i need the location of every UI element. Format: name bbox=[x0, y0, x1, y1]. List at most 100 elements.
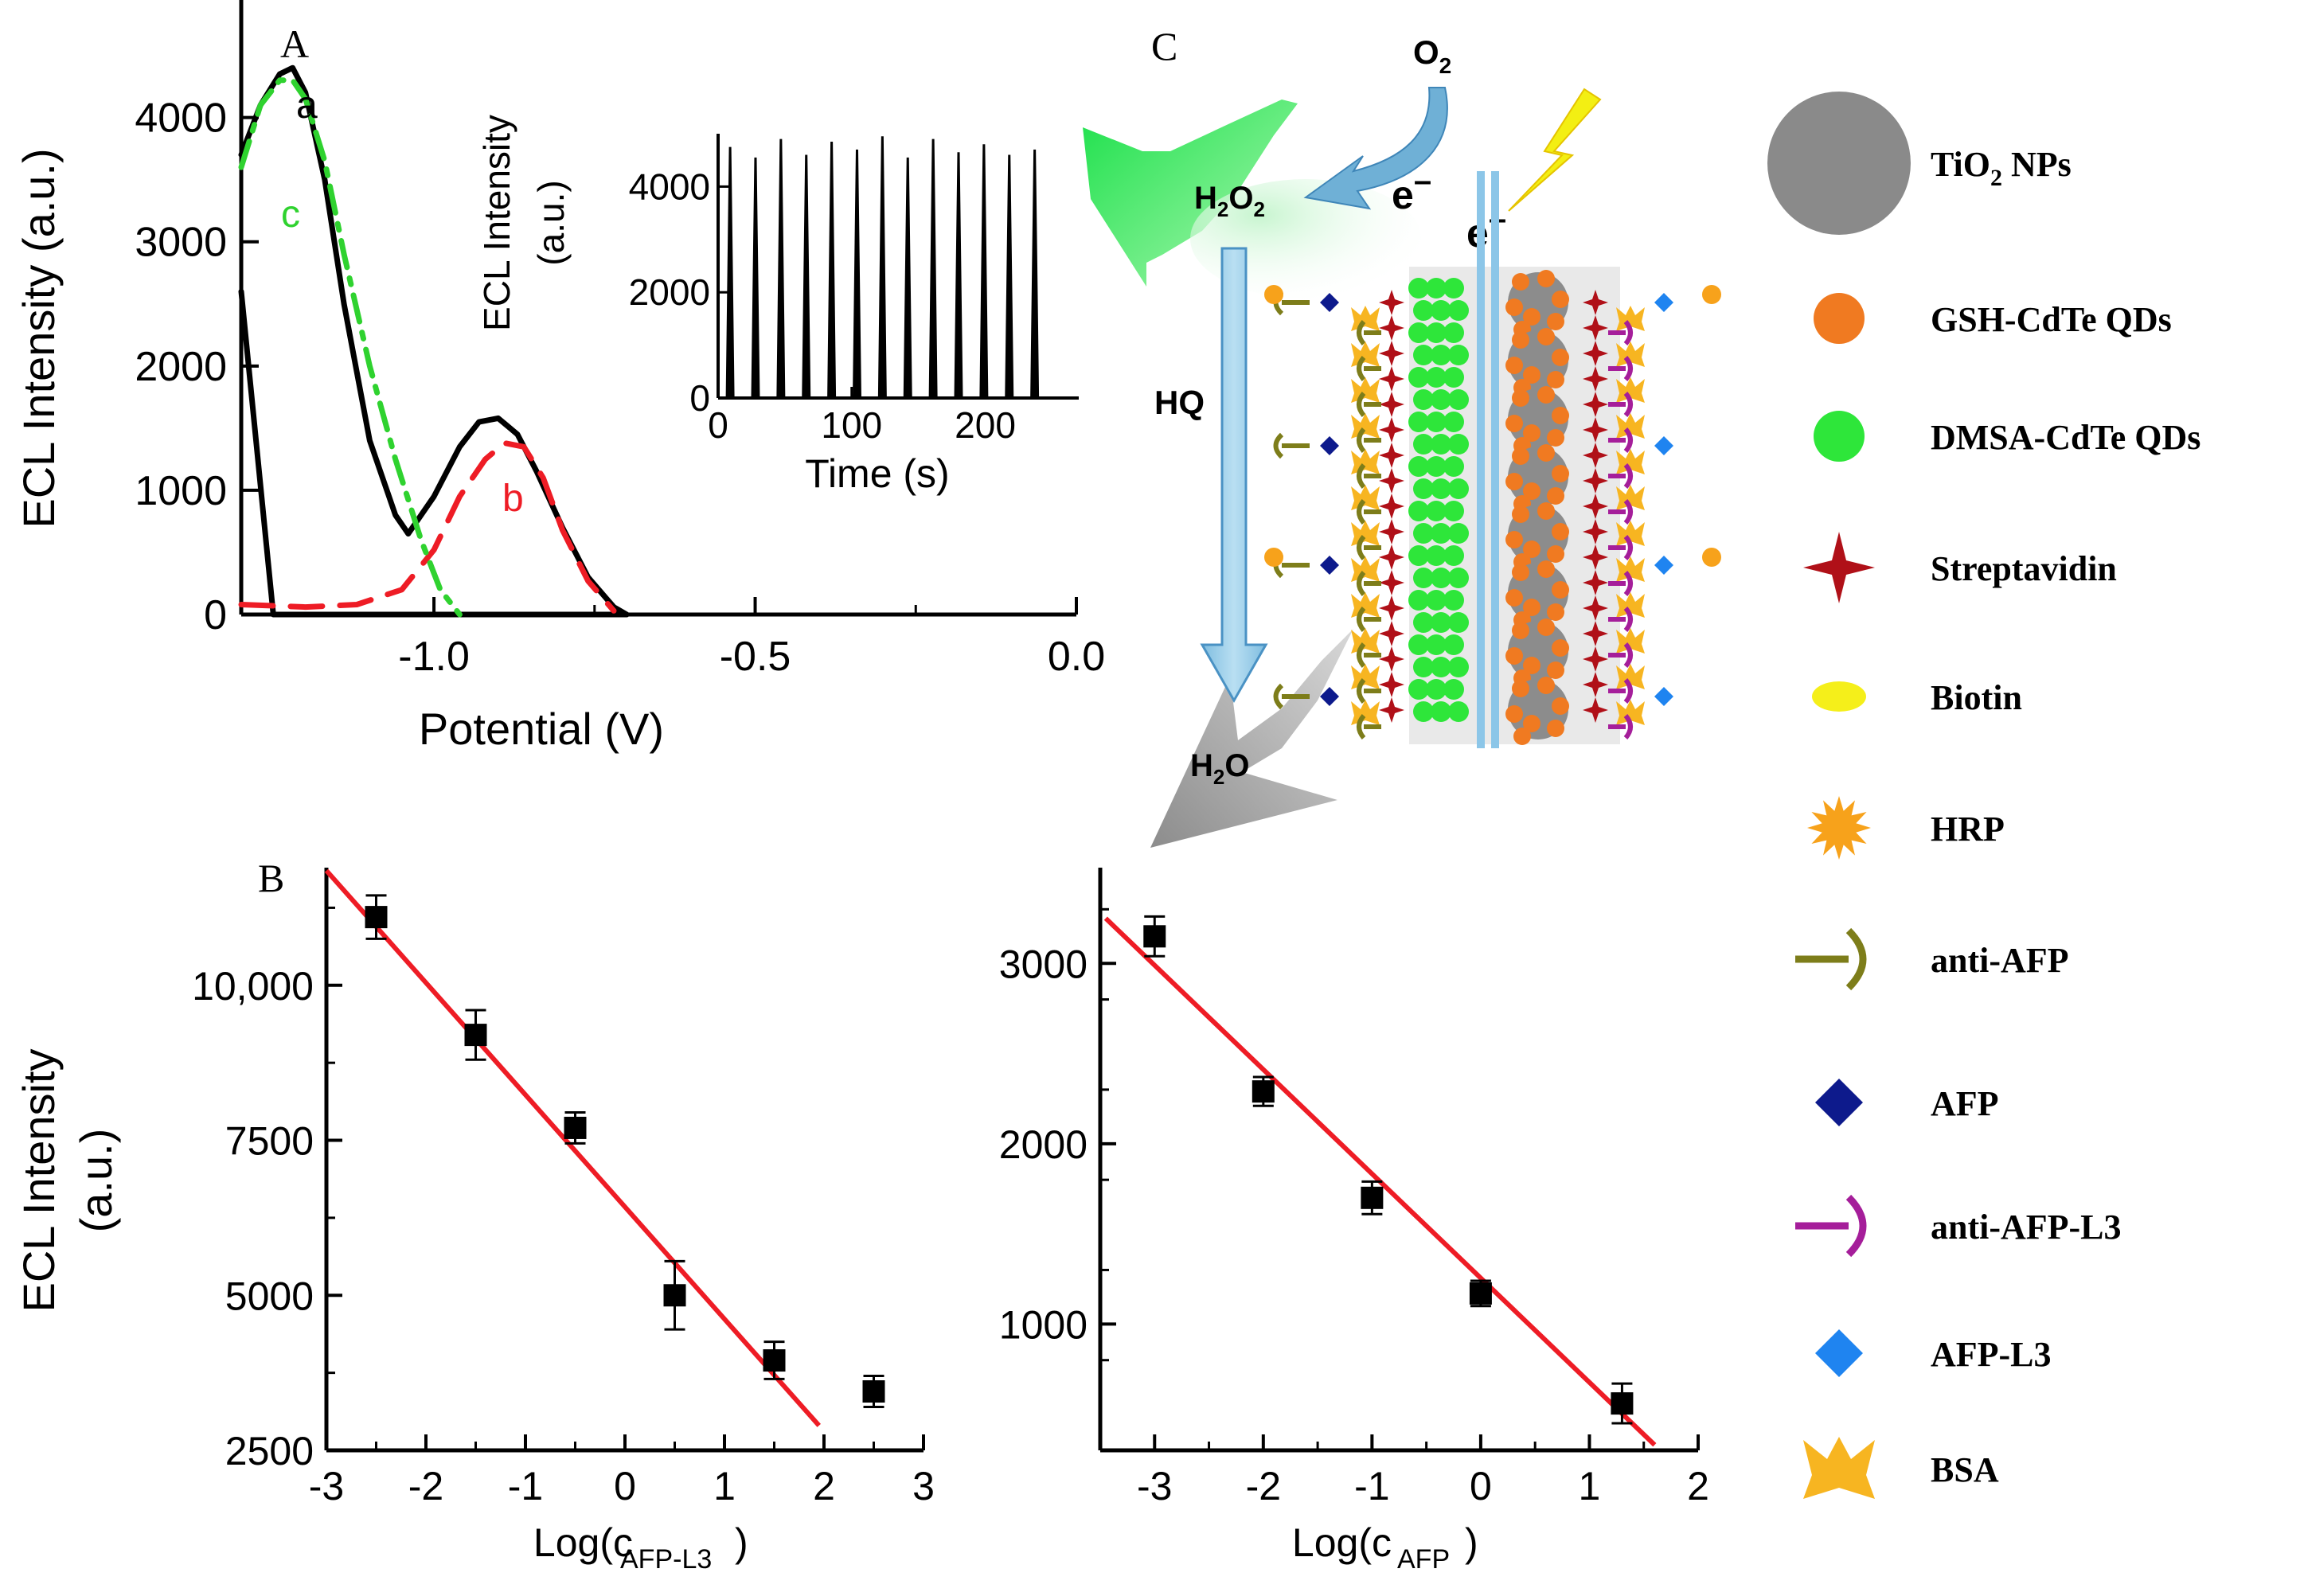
panel-a-ytick-label: 1000 bbox=[135, 468, 227, 514]
antibody-icon bbox=[1357, 463, 1381, 489]
inset-peak bbox=[776, 139, 786, 400]
dmsa-cdte-qd bbox=[1448, 389, 1469, 410]
antibody-icon bbox=[1357, 320, 1381, 345]
streptavidin-icon bbox=[1583, 570, 1608, 595]
dmsa-cdte-qd bbox=[1448, 523, 1469, 544]
dmsa-cdte-qd bbox=[1443, 679, 1464, 700]
antibody-icon bbox=[1608, 678, 1633, 704]
down-arrow-icon bbox=[1200, 247, 1268, 704]
bsa-icon bbox=[1616, 628, 1645, 654]
panel-b-right-chart: -3 -2 -1 0 1 2 1000 2000 3000 Log(c AFP ) bbox=[999, 868, 1709, 1575]
panel-b-right-data bbox=[1103, 915, 1657, 1447]
bsa-icon bbox=[1351, 700, 1380, 725]
hrp-icon bbox=[1264, 548, 1283, 567]
gsh-cdte-qd bbox=[1537, 560, 1555, 578]
gsh-cdte-qd bbox=[1505, 357, 1523, 374]
legend-hrp-icon bbox=[1807, 796, 1871, 860]
legend-bsa-icon bbox=[1803, 1437, 1875, 1499]
dmsa-cdte-qd bbox=[1413, 478, 1434, 499]
streptavidin-icon bbox=[1379, 544, 1404, 570]
dmsa-cdte-qd bbox=[1413, 568, 1434, 588]
gsh-cdte-qd bbox=[1523, 366, 1540, 384]
gsh-cdte-qd bbox=[1547, 487, 1564, 505]
streptavidin-icon bbox=[1583, 494, 1608, 519]
legend-label: HRP bbox=[1931, 810, 2005, 849]
panel-b-left-point bbox=[663, 1284, 686, 1307]
inset-peak bbox=[1030, 149, 1040, 400]
dmsa-cdte-qd bbox=[1408, 634, 1429, 655]
dmsa-cdte-qd bbox=[1448, 345, 1469, 365]
legend-label: anti-AFP bbox=[1931, 941, 2069, 980]
gsh-cdte-qd bbox=[1512, 331, 1529, 349]
streptavidin-icon bbox=[1379, 621, 1404, 646]
antibody-icon bbox=[1357, 714, 1381, 739]
antigen-icon bbox=[1654, 556, 1673, 575]
streptavidin-icon bbox=[1583, 697, 1608, 723]
bsa-icon bbox=[1351, 628, 1380, 654]
inset-peak bbox=[802, 154, 811, 400]
antigen-icon bbox=[1654, 436, 1673, 455]
lightning-icon bbox=[1508, 88, 1602, 212]
dmsa-cdte-qd bbox=[1426, 634, 1447, 655]
inset-xtick-label: 200 bbox=[955, 404, 1016, 446]
bsa-icon bbox=[1616, 377, 1645, 403]
gsh-cdte-qd bbox=[1512, 564, 1529, 581]
gsh-cdte-qd bbox=[1505, 647, 1523, 665]
antigen-icon bbox=[1320, 687, 1339, 706]
panel-b-right-point bbox=[1143, 925, 1166, 948]
streptavidin-icon bbox=[1379, 366, 1404, 392]
streptavidin-icon bbox=[1379, 646, 1404, 672]
hrp-icon bbox=[1264, 285, 1283, 304]
panel-b-right-xtick-label: 0 bbox=[1470, 1464, 1492, 1508]
panel-a-xtick-label: 0.0 bbox=[1048, 634, 1105, 680]
antibody-icon bbox=[1608, 356, 1633, 381]
streptavidin-icon bbox=[1379, 417, 1404, 443]
dmsa-cdte-qd bbox=[1443, 367, 1464, 388]
dmsa-cdte-qd bbox=[1443, 634, 1464, 655]
curve-label-b: b bbox=[502, 478, 524, 520]
panel-b-right-point bbox=[1252, 1080, 1275, 1103]
panel-b-left-axes: -3 -2 -1 0 1 2 3 2500 5000 7500 10,000 bbox=[192, 868, 935, 1508]
legend-dot-icon bbox=[1814, 293, 1865, 344]
antibody-icon bbox=[1608, 571, 1633, 596]
dmsa-cdte-qd bbox=[1448, 434, 1469, 455]
panel-b-left-ytick-label: 2500 bbox=[225, 1429, 314, 1473]
streptavidin-icon bbox=[1583, 341, 1608, 366]
curve-label-c: c bbox=[281, 193, 300, 236]
bsa-icon bbox=[1351, 592, 1380, 618]
legend-label: AFP bbox=[1931, 1084, 1999, 1123]
series-line-a bbox=[238, 64, 630, 618]
dmsa-cdte-qd bbox=[1448, 657, 1469, 677]
antibody-icon bbox=[1608, 607, 1633, 632]
dmsa-cdte-qd bbox=[1426, 456, 1447, 477]
legend-antibody-icon bbox=[1795, 927, 1867, 991]
dmsa-cdte-qd bbox=[1426, 679, 1447, 700]
bsa-icon bbox=[1351, 413, 1380, 439]
streptavidin-icon bbox=[1583, 290, 1608, 315]
bsa-icon bbox=[1616, 449, 1645, 474]
gsh-cdte-qd bbox=[1523, 308, 1540, 326]
dmsa-cdte-qd bbox=[1426, 545, 1447, 566]
panel-b-left-xtick-label: -3 bbox=[309, 1464, 344, 1508]
panel-a-xtick-label: -1.0 bbox=[398, 634, 470, 680]
panel-label-c: C bbox=[1151, 24, 1177, 68]
panel-label-b: B bbox=[258, 856, 284, 900]
panel-b-left-ytick-label: 7500 bbox=[225, 1119, 314, 1164]
panel-b-right-ytick-label: 1000 bbox=[999, 1302, 1088, 1347]
inset-xlabel: Time (s) bbox=[805, 451, 949, 496]
legend-label: DMSA-CdTe QDs bbox=[1931, 418, 2200, 457]
bsa-icon bbox=[1616, 664, 1645, 689]
legend-label: TiO2 NPs bbox=[1931, 145, 2072, 191]
antibody-icon bbox=[1608, 320, 1633, 345]
streptavidin-icon bbox=[1583, 366, 1608, 392]
gsh-cdte-qd bbox=[1547, 371, 1564, 388]
panel-b-right-xtick-label: 2 bbox=[1687, 1464, 1709, 1508]
panel-b-right-xlabel-sub: AFP bbox=[1397, 1544, 1450, 1575]
dmsa-cdte-qd bbox=[1431, 523, 1451, 544]
bsa-icon bbox=[1616, 485, 1645, 510]
antibody-icon bbox=[1357, 356, 1381, 381]
electrode-assembly bbox=[1264, 171, 1721, 748]
dmsa-cdte-qd bbox=[1413, 345, 1434, 365]
electrode-line bbox=[1491, 171, 1499, 748]
